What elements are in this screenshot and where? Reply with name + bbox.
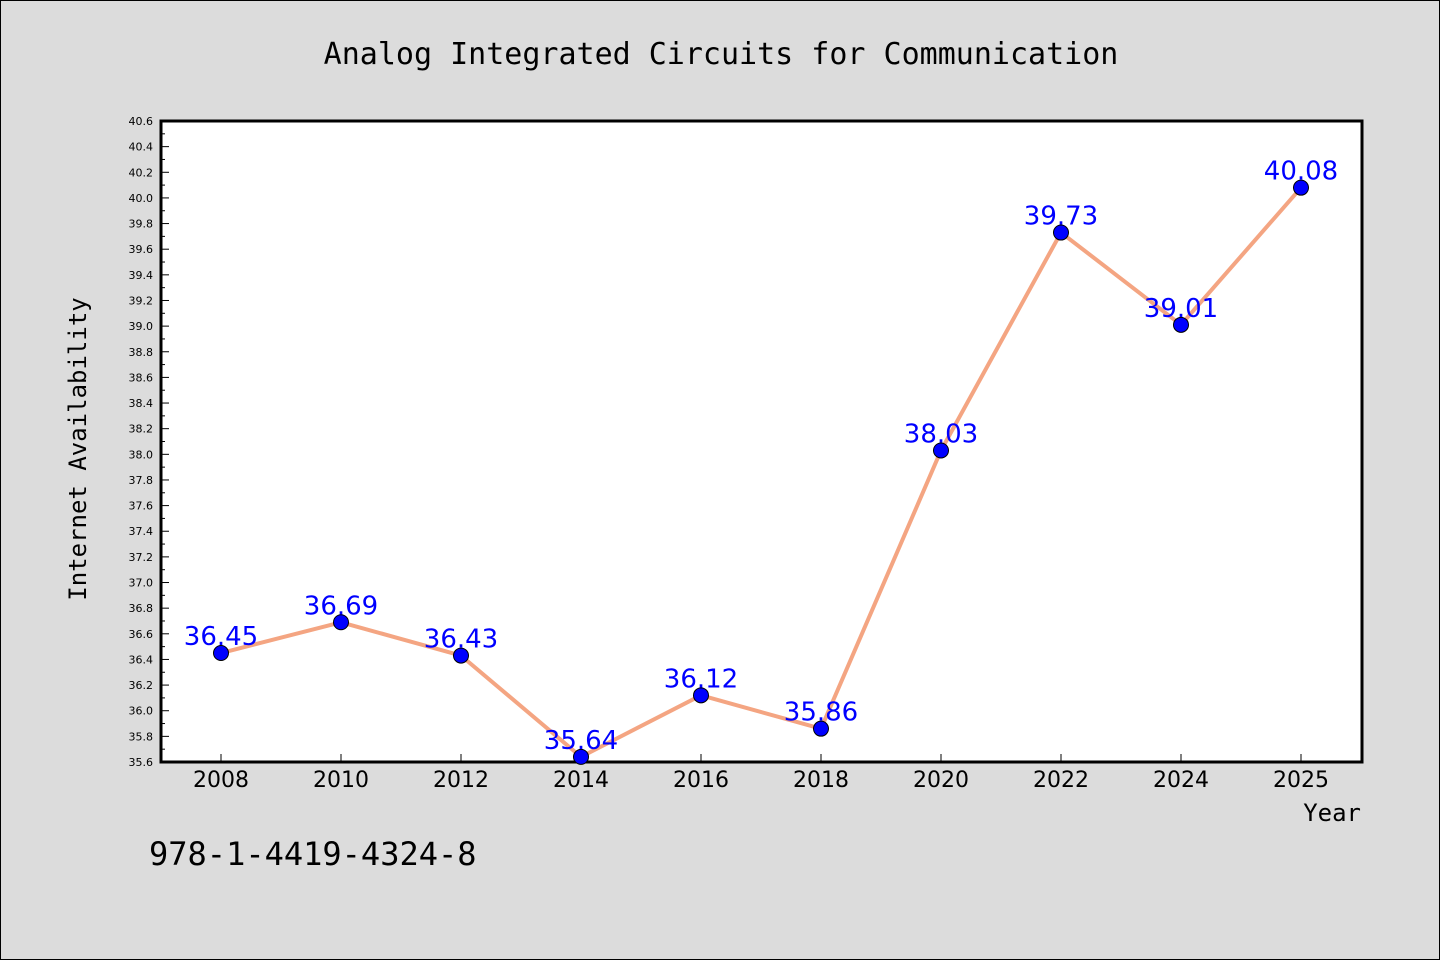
x-tick-label: 2014 [553, 768, 609, 793]
plot-area [159, 119, 1364, 764]
y-tick-label: 38.2 [129, 423, 154, 436]
series-line [219, 185, 1303, 759]
data-label: 40.08 [1264, 157, 1338, 187]
y-tick-label: 40.6 [129, 115, 154, 128]
y-tick-label: 39.2 [129, 294, 154, 307]
data-label: 35.86 [784, 698, 858, 728]
x-tick-label: 2018 [793, 768, 849, 793]
data-point [693, 687, 709, 704]
y-tick-label: 36.6 [129, 628, 154, 641]
y-tick-label: 37.4 [129, 525, 154, 538]
y-tick-label: 40.4 [129, 141, 154, 154]
y-tick-label: 38.8 [129, 346, 154, 359]
y-tick-label: 40.0 [129, 192, 154, 205]
data-point [1173, 316, 1189, 333]
data-point [1053, 224, 1069, 241]
y-tick-label: 36.8 [129, 602, 154, 615]
data-label: 39.73 [1024, 202, 1098, 232]
data-point [333, 614, 349, 631]
data-label: 36.43 [424, 625, 498, 655]
y-tick-label: 36.0 [129, 705, 154, 718]
y-tick-label: 40.2 [129, 166, 154, 179]
chart-title: Analog Integrated Circuits for Communica… [324, 37, 1119, 72]
x-tick-label: 2020 [913, 768, 969, 793]
y-tick-label: 36.2 [129, 679, 154, 692]
y-tick-label: 35.6 [129, 756, 154, 769]
data-point [933, 442, 949, 459]
series-line-group [219, 185, 1303, 759]
x-tick-label: 2016 [673, 768, 729, 793]
data-label: 35.64 [544, 726, 618, 756]
data-point [453, 647, 469, 664]
x-axis-ticks: 2008 2010 2012 2014 2016 2018 2020 2022 2024 2025 [193, 754, 1329, 793]
data-label: 39.01 [1144, 294, 1218, 324]
y-tick-label: 38.6 [129, 371, 154, 384]
y-tick-label: 37.0 [129, 577, 154, 590]
y-axis-label: Internet Availability [64, 297, 92, 600]
data-label: 38.03 [904, 419, 978, 449]
x-tick-label: 2025 [1273, 768, 1329, 793]
y-tick-label: 37.2 [129, 551, 154, 564]
x-tick-label: 2024 [1153, 768, 1209, 793]
x-tick-label: 2010 [313, 768, 369, 793]
data-label: 36.45 [184, 622, 258, 652]
y-tick-label: 39.8 [129, 218, 154, 231]
data-point [573, 748, 589, 765]
data-point [813, 720, 829, 737]
x-axis-label: Year [1303, 799, 1361, 827]
y-tick-label: 35.8 [129, 730, 154, 743]
y-axis-ticks: 35.6 35.8 36.0 36.2 36.4 36.6 36.8 37.0 37.2 37.4… [129, 115, 169, 769]
y-tick-label: 38.0 [129, 448, 154, 461]
data-markers [213, 179, 1309, 765]
x-tick-label: 2012 [433, 768, 489, 793]
data-label: 36.69 [304, 591, 378, 621]
y-tick-label: 39.0 [129, 320, 154, 333]
y-tick-label: 39.6 [129, 243, 154, 256]
y-tick-label: 37.8 [129, 474, 154, 487]
y-tick-label: 39.4 [129, 269, 154, 282]
data-labels: 36.45 36.69 36.43 35.64 36.12 35.86 38.03 39.73… [184, 157, 1338, 756]
data-label: 36.12 [664, 664, 738, 694]
y-tick-label: 38.4 [129, 397, 154, 410]
data-point [213, 645, 229, 662]
isbn-text: 978-1-4419-4324-8 [149, 835, 477, 873]
data-point [1293, 179, 1309, 196]
x-tick-label: 2022 [1033, 768, 1089, 793]
x-tick-label: 2008 [193, 768, 249, 793]
y-tick-label: 37.6 [129, 500, 154, 513]
y-tick-label: 36.4 [129, 653, 154, 666]
